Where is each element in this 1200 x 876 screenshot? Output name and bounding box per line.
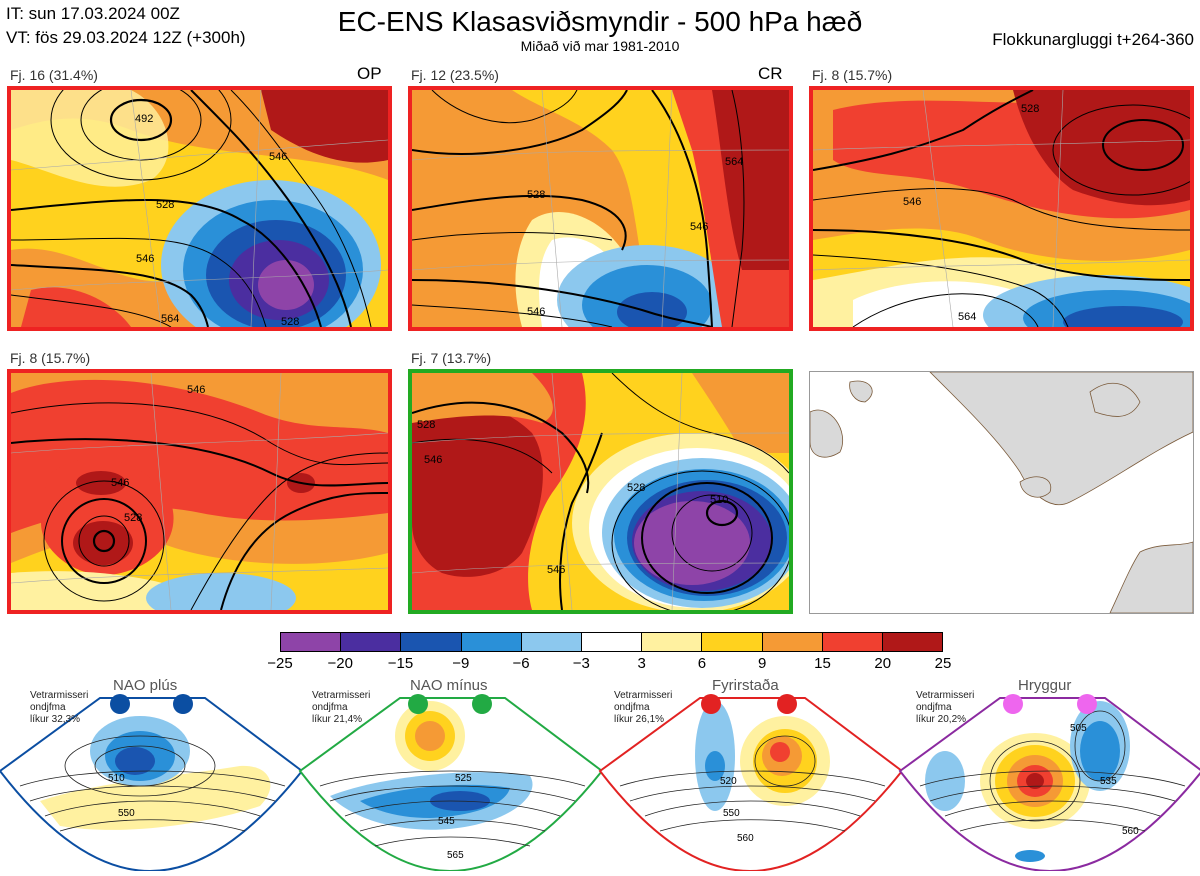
regime-nao-minus: 525 545 565: [298, 694, 604, 873]
contour-label: 492: [135, 113, 153, 125]
colorbar-tick-label: 9: [758, 655, 767, 672]
contour-label: 546: [547, 564, 565, 576]
cluster-map-5: 528 546 510 528 546: [412, 373, 789, 610]
regime-blocking: 520 550 560: [598, 694, 904, 873]
page-subtitle: Miðað við mar 1981-2010: [520, 38, 680, 54]
colorbar-swatch: [281, 633, 342, 651]
colorbar-tick-label: −6: [512, 655, 530, 672]
colorbar-swatch: [521, 633, 582, 651]
regime-desc: Vetrarmisseri ondjfma líkur 21,4%: [312, 690, 371, 725]
contour-label: 546: [187, 384, 205, 396]
colorbar-swatch: [581, 633, 643, 651]
reference-map-svg: [810, 372, 1193, 613]
cluster-panel-3[interactable]: 528 546 564: [809, 86, 1194, 331]
colorbar-tick-label: −20: [327, 655, 353, 672]
cluster-panel-4[interactable]: 546 528 546: [7, 369, 392, 614]
valid-time: VT: fös 29.03.2024 12Z (+300h): [6, 28, 246, 47]
regime-nao-plus: 510 550: [0, 694, 304, 873]
classification-window: Flokkunargluggi t+264-360: [992, 30, 1194, 49]
regime-name: NAO mínus: [410, 677, 488, 694]
cluster-map-2: 528 546 564 546: [412, 90, 789, 327]
colorbar-swatch: [882, 633, 943, 651]
contour-label: 564: [725, 156, 743, 168]
regime-desc: Vetrarmisseri ondjfma líkur 20,2%: [916, 690, 975, 725]
contour-label: 510: [108, 773, 125, 784]
colorbar-tick-label: 25: [934, 655, 952, 672]
contour-label: 546: [136, 253, 154, 265]
contour-label: 520: [720, 776, 737, 787]
contour-label: 546: [527, 306, 545, 318]
colorbar-tick-label: 6: [697, 655, 707, 672]
colorbar-swatch: [461, 633, 522, 651]
colorbar-tick-label: −15: [387, 655, 414, 672]
contour-label: 535: [1100, 776, 1117, 787]
panel-5-label: Fj. 7 (13.7%): [411, 350, 492, 366]
contour-label: 528: [156, 199, 174, 211]
contour-label: 565: [447, 850, 464, 861]
contour-label: 546: [903, 196, 921, 208]
contour-label: 564: [958, 311, 976, 323]
regime-name: Hryggur: [1018, 677, 1072, 694]
colorbar-tick-label: 3: [637, 655, 646, 672]
colorbar-tick-label: −25: [267, 655, 293, 672]
contour-label: 528: [417, 419, 435, 431]
colorbar-swatch: [762, 633, 823, 651]
panel-2-label: Fj. 12 (23.5%): [411, 67, 499, 83]
colorbar-swatch: [822, 633, 883, 651]
colorbar-ticks: −25 −20 −15 −9 −6 −3 3 6 9 15 20 25: [250, 655, 973, 673]
contour-label: 545: [438, 816, 455, 827]
colorbar-swatch: [401, 633, 462, 651]
contour-label: 564: [161, 313, 179, 325]
colorbar-swatch: [341, 633, 402, 651]
contour-label: 528: [281, 316, 299, 327]
regime-name: NAO plús: [113, 677, 178, 694]
contour-label: 525: [455, 773, 472, 784]
regime-name: Fyrirstaða: [712, 677, 779, 694]
cluster-map-1: 492 528 546 564 528 546: [11, 90, 388, 327]
contour-label: 560: [737, 833, 754, 844]
contour-label: 528: [627, 482, 645, 494]
regime-desc: Vetrarmisseri ondjfma líkur 26,1%: [614, 690, 673, 725]
colorbar-swatch: [642, 633, 703, 651]
regime-row: 510 550 525 545 565: [0, 676, 1200, 873]
panel-1-label: Fj. 16 (31.4%): [10, 67, 98, 83]
contour-label: 528: [527, 189, 545, 201]
colorbar-tick-label: −3: [572, 655, 590, 672]
regime-ridge: 505 535 560: [898, 694, 1200, 873]
colorbar: [280, 632, 943, 652]
colorbar-tick-label: 15: [814, 655, 831, 672]
colorbar-tick-label: 20: [874, 655, 892, 672]
panel-4-label: Fj. 8 (15.7%): [10, 350, 91, 366]
cluster-panel-2[interactable]: 528 546 564 546: [408, 86, 793, 331]
cluster-map-3: 528 546 564: [813, 90, 1190, 327]
initial-time: IT: sun 17.03.2024 00Z: [6, 4, 180, 23]
contour-label: 546: [424, 454, 442, 466]
contour-label: 546: [690, 221, 708, 233]
contour-label: 510: [710, 494, 728, 506]
panel-3-label: Fj. 8 (15.7%): [812, 67, 893, 83]
contour-label: 528: [124, 512, 142, 524]
cluster-map-4: 546 528 546: [11, 373, 388, 610]
contour-label: 546: [269, 151, 287, 163]
cluster-panel-5[interactable]: 528 546 510 528 546: [408, 369, 793, 614]
contour-label: 546: [111, 477, 129, 489]
contour-label: 550: [118, 808, 135, 819]
page-title: EC-ENS Klasasviðsmyndir - 500 hPa hæð: [337, 6, 863, 37]
cluster-panel-1[interactable]: 492 528 546 564 528 546: [7, 86, 392, 331]
reference-map: [809, 371, 1194, 614]
colorbar-tick-label: −9: [452, 655, 470, 672]
contour-label: 505: [1070, 723, 1087, 734]
contour-label: 550: [723, 808, 740, 819]
panel-1-tag: OP: [357, 64, 382, 83]
regime-maps: 510 550 525 545 565: [0, 694, 1200, 873]
regime-desc: Vetrarmisseri ondjfma líkur 32,3%: [30, 690, 89, 725]
panel-2-tag: CR: [758, 64, 783, 83]
contour-label: 560: [1122, 826, 1139, 837]
contour-label: 528: [1021, 103, 1039, 115]
colorbar-swatch: [702, 633, 763, 651]
